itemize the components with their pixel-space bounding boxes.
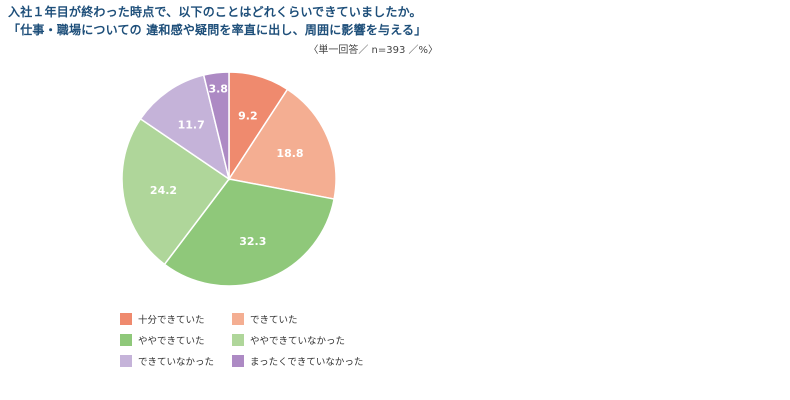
legend-item-6: まったくできていなかった <box>232 354 364 368</box>
legend-label: できていた <box>250 315 298 326</box>
legend-item-2: できていた <box>232 312 360 326</box>
legend-swatch <box>232 313 244 325</box>
legend-label: ややできていた <box>138 336 205 347</box>
pie-slice-5 <box>139 74 231 181</box>
slice-value-label-4: 24.2 <box>150 184 177 197</box>
legend-label: まったくできていなかった <box>250 357 364 368</box>
slice-value-label-1: 9.2 <box>238 109 258 122</box>
legend-swatch <box>120 355 132 367</box>
legend-label: ややできていなかった <box>250 336 346 347</box>
pie-slice-6 <box>202 71 230 180</box>
slice-value-label-5: 11.7 <box>178 119 205 132</box>
legend-item-5: できていなかった <box>120 354 232 368</box>
slice-value-label-6: 3.8 <box>208 83 228 96</box>
chart-title-line-2: 「仕事・職場についての 違和感や疑問を率直に出し、周囲に影響を与える」 <box>8 23 427 37</box>
legend-label: できていなかった <box>138 357 215 368</box>
pie-slice-3 <box>163 178 335 287</box>
legend-item-1: 十分できていた <box>120 312 232 326</box>
legend-item-3: ややできていた <box>120 333 232 347</box>
legend-item-4: ややできていなかった <box>232 333 360 347</box>
slice-value-label-3: 32.3 <box>239 235 266 248</box>
sample-note: 〈単一回答／ n=393 ／%〉 <box>308 45 438 56</box>
legend-swatch <box>232 334 244 346</box>
slice-value-label-2: 18.8 <box>276 147 303 160</box>
pie-slice-2 <box>227 88 337 200</box>
legend-label: 十分できていた <box>138 315 205 326</box>
legend-swatch <box>232 355 244 367</box>
legend-swatch <box>120 313 132 325</box>
legend-swatch <box>120 334 132 346</box>
chart-title-line-1: 入社１年目が終わった時点で、以下のことはどれくらいできていましたか。 <box>8 5 422 19</box>
pie-slice-4 <box>121 117 231 266</box>
legend: 十分できていた できていたややできていた ややできていなかったできていなかった まった… <box>120 312 364 368</box>
